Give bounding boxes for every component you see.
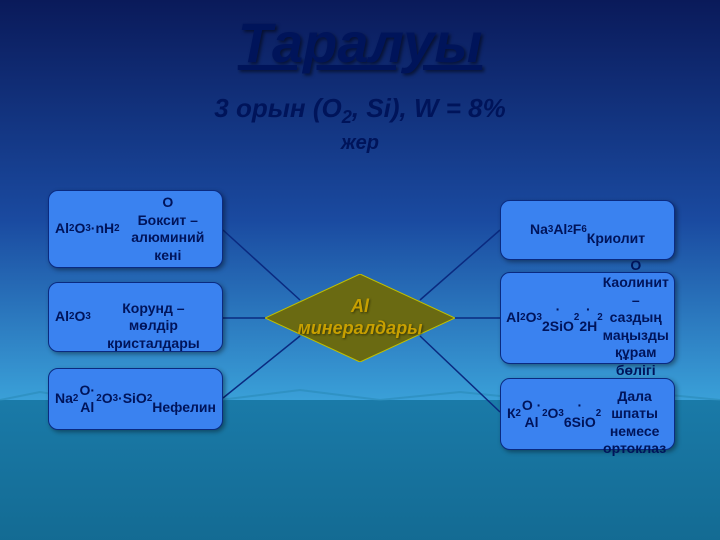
- center-label: Al минералдары: [297, 296, 422, 339]
- center-line2: минералдары: [297, 318, 422, 338]
- node-corundum: Al2O3Корунд –мөлдір кристалдары: [48, 282, 223, 352]
- mineral-diagram: Al минералдары Al2O3 ·nH2OБоксит –алюмин…: [0, 190, 720, 540]
- node-nepheline: Na2O· Al2O3 ·SiO2Нефелин: [48, 368, 223, 430]
- node-boxite: Al2O3 ·nH2OБоксит –алюминий кені: [48, 190, 223, 268]
- center-line1: Al: [351, 296, 369, 316]
- node-feldspar: К2O · Al2O3 · 6SiO2Дала шпатынемесе орто…: [500, 378, 675, 450]
- node-cryolite: Na3Al2F6Криолит: [500, 200, 675, 260]
- slide-subtitle-small: жер: [0, 132, 720, 155]
- center-node: Al минералдары: [265, 274, 455, 362]
- slide-content: Таралуы 3 орын (О2, Si), W = 8% жер Al м…: [0, 0, 720, 540]
- slide-title: Таралуы: [0, 0, 720, 75]
- slide-subtitle: 3 орын (О2, Si), W = 8%: [0, 93, 720, 128]
- node-kaolinite: Al2O3 · 2SiO2 · 2H2OКаолинит –саздың маң…: [500, 272, 675, 364]
